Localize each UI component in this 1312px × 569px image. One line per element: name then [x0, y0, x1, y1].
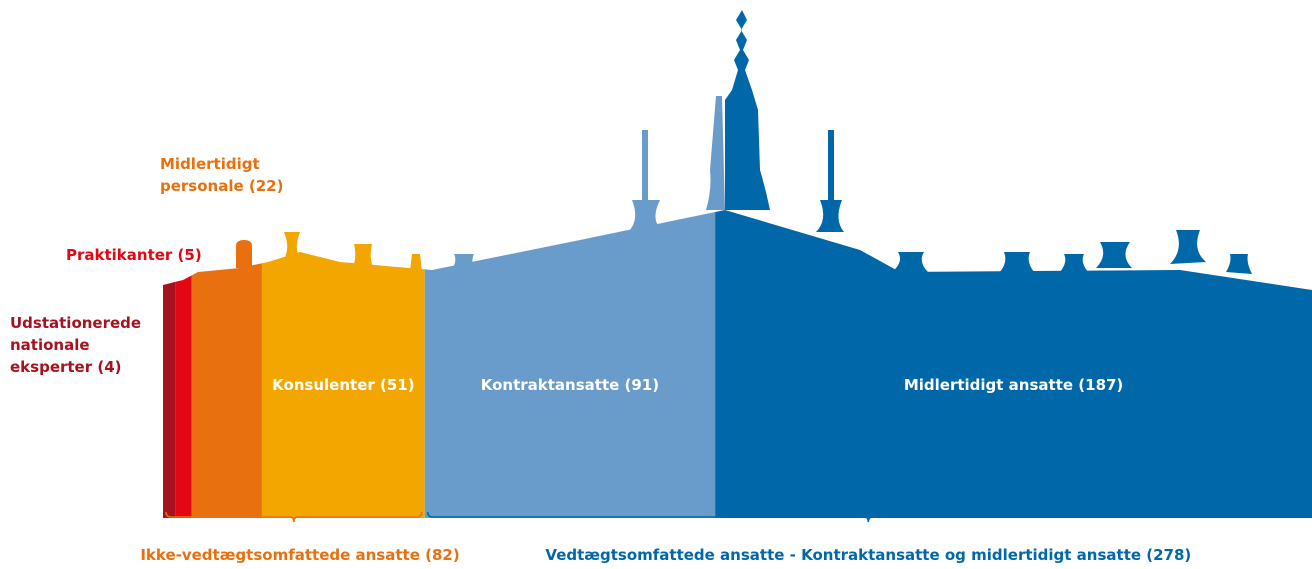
segment-label: Udstationerede nationale eksperter (4) [10, 312, 160, 378]
segment [163, 282, 176, 518]
segment-label: Midlertidigt ansatte (187) [864, 374, 1164, 396]
segment-label: Praktikanter (5) [66, 244, 216, 266]
segment-label: Kontraktansatte (91) [420, 374, 720, 396]
chart [0, 0, 1312, 569]
segment [176, 275, 192, 518]
group-label: Vedtægtsomfattede ansatte - Kontraktansa… [488, 544, 1248, 566]
segment-label: Midlertidigt personale (22) [160, 153, 300, 197]
infographic: Udstationerede nationale eksperter (4) Pr… [0, 0, 1312, 569]
